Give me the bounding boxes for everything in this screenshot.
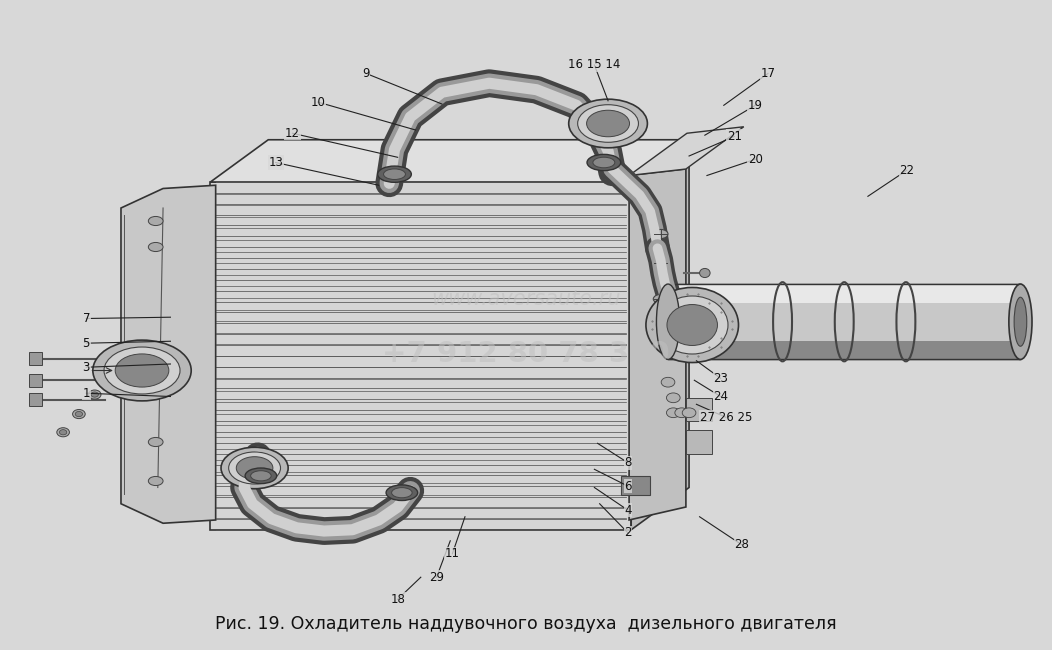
Text: 3: 3 (82, 361, 90, 374)
Text: +7 912 80 78 320: +7 912 80 78 320 (382, 340, 670, 369)
Ellipse shape (237, 457, 272, 479)
Ellipse shape (593, 157, 614, 168)
Ellipse shape (116, 354, 168, 387)
Text: 22: 22 (899, 164, 914, 177)
Polygon shape (686, 398, 712, 421)
Text: 12: 12 (285, 127, 300, 140)
Circle shape (653, 259, 668, 268)
Text: 1: 1 (82, 387, 90, 400)
Polygon shape (629, 127, 744, 176)
Polygon shape (668, 341, 1020, 359)
Text: 18: 18 (390, 593, 405, 606)
Polygon shape (29, 374, 42, 387)
Ellipse shape (569, 99, 647, 148)
Ellipse shape (662, 377, 675, 387)
Polygon shape (686, 430, 712, 454)
Ellipse shape (667, 408, 680, 418)
Ellipse shape (384, 169, 405, 179)
Ellipse shape (656, 284, 680, 359)
Ellipse shape (104, 347, 180, 394)
Ellipse shape (667, 393, 680, 402)
Ellipse shape (587, 155, 621, 170)
Text: 10: 10 (310, 96, 325, 109)
Text: 19: 19 (748, 99, 763, 112)
Circle shape (148, 437, 163, 447)
Circle shape (148, 476, 163, 486)
Ellipse shape (88, 390, 101, 399)
Polygon shape (29, 393, 42, 406)
Text: Рис. 19. Охладитель наддувочного воздуха  дизельного двигателя: Рис. 19. Охладитель наддувочного воздуха… (216, 615, 836, 633)
Text: 28: 28 (734, 538, 749, 551)
Ellipse shape (578, 105, 639, 142)
Ellipse shape (386, 485, 418, 500)
Ellipse shape (59, 430, 66, 435)
Polygon shape (210, 140, 689, 182)
Polygon shape (121, 185, 216, 523)
Ellipse shape (391, 488, 412, 498)
Text: 2: 2 (624, 526, 632, 539)
Text: 17: 17 (761, 67, 775, 80)
Text: 16 15 14: 16 15 14 (568, 58, 621, 72)
Ellipse shape (245, 468, 277, 484)
Polygon shape (668, 284, 1020, 303)
Text: 6: 6 (624, 480, 632, 493)
Polygon shape (29, 352, 42, 365)
Ellipse shape (1014, 297, 1027, 346)
Text: 20: 20 (748, 153, 763, 166)
Text: 23: 23 (713, 372, 728, 385)
Ellipse shape (675, 408, 688, 418)
Ellipse shape (656, 296, 728, 354)
Text: 13: 13 (268, 156, 283, 169)
Text: 24: 24 (713, 390, 728, 403)
Text: www.aversauto.ru: www.aversauto.ru (431, 289, 621, 309)
Text: 11: 11 (445, 547, 460, 560)
Ellipse shape (378, 166, 411, 183)
Polygon shape (621, 476, 650, 495)
Polygon shape (210, 182, 631, 530)
Circle shape (148, 216, 163, 226)
Ellipse shape (250, 471, 271, 481)
Ellipse shape (667, 304, 717, 346)
Ellipse shape (93, 340, 191, 401)
Ellipse shape (700, 268, 710, 278)
Ellipse shape (587, 111, 629, 136)
Circle shape (653, 294, 668, 304)
Polygon shape (629, 169, 686, 520)
Polygon shape (668, 284, 1020, 359)
Ellipse shape (57, 428, 69, 437)
Ellipse shape (1009, 284, 1032, 359)
Text: 9: 9 (362, 67, 370, 80)
Ellipse shape (76, 411, 82, 417)
Circle shape (148, 242, 163, 252)
Ellipse shape (221, 447, 288, 489)
Text: 4: 4 (624, 504, 632, 517)
Text: 5: 5 (82, 337, 90, 350)
Ellipse shape (73, 410, 85, 419)
Ellipse shape (646, 287, 739, 363)
Text: 21: 21 (727, 130, 742, 143)
Text: 8: 8 (624, 456, 632, 469)
Ellipse shape (228, 452, 281, 484)
Ellipse shape (90, 392, 99, 397)
Ellipse shape (683, 408, 696, 418)
Polygon shape (631, 140, 689, 530)
Text: 7: 7 (82, 312, 90, 325)
Text: 29: 29 (429, 571, 444, 584)
Circle shape (653, 229, 668, 239)
Text: 27 26 25: 27 26 25 (700, 411, 752, 424)
